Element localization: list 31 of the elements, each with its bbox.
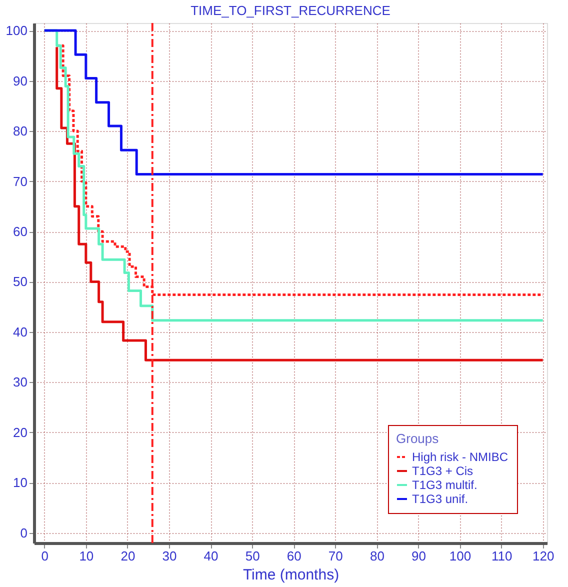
y-tick-label: 60 (13, 224, 28, 239)
legend-label: T1G3 multif. (412, 478, 478, 492)
y-tick-label: 40 (13, 324, 28, 340)
chart-title: TIME_TO_FIRST_RECURRENCE (190, 3, 391, 18)
x-tick-label: 50 (245, 548, 260, 564)
x-tick-label: 30 (162, 548, 177, 564)
x-tick-label: 20 (120, 548, 136, 564)
y-tick-label: 50 (13, 274, 28, 290)
x-tick-label: 70 (328, 548, 343, 564)
y-tick-label: 20 (13, 424, 28, 440)
x-tick-label: 60 (286, 548, 302, 564)
x-tick-label: 80 (370, 548, 384, 564)
legend-title: Groups (396, 431, 440, 446)
legend-label: T1G3 unif. (412, 492, 468, 506)
x-tick-label: 100 (449, 548, 472, 564)
x-tick-label: 90 (411, 548, 426, 564)
y-tick-label: 80 (13, 124, 28, 139)
y-tick-label: 100 (6, 23, 28, 38)
x-tick-label: 120 (532, 548, 554, 564)
y-tick-label: 10 (13, 475, 28, 490)
x-axis-title: Time (months) (242, 566, 340, 584)
legend-label: High risk - NMIBC (412, 450, 508, 464)
x-tick-label: 110 (491, 548, 512, 564)
y-tick-label: 30 (13, 374, 28, 390)
y-tick-label: 90 (13, 73, 28, 88)
x-tick-label: 40 (204, 548, 218, 564)
y-tick-label: 0 (20, 525, 28, 540)
x-tick-label: 10 (79, 548, 94, 564)
y-tick-label: 70 (13, 174, 28, 189)
x-tick-label: 0 (41, 548, 48, 564)
legend-label: T1G3 + Cis (412, 464, 474, 478)
